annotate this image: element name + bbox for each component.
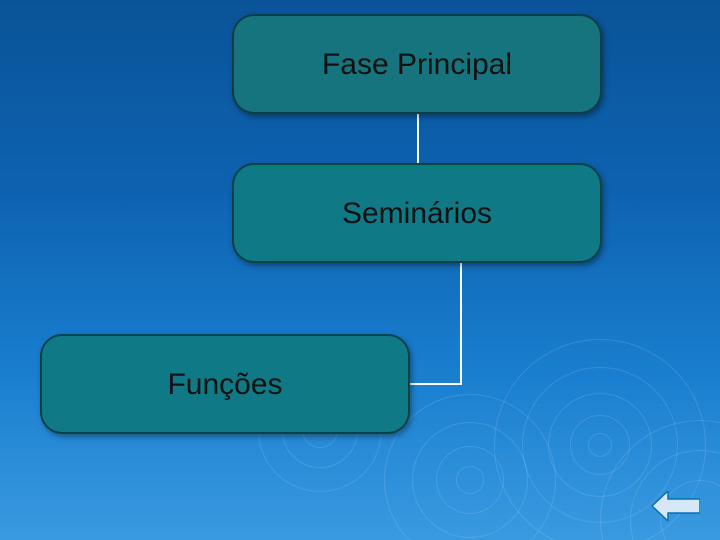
node-label: Funções xyxy=(167,368,282,401)
diagram-stage: Fase Principal Seminários Funções xyxy=(0,0,720,540)
arrow-left-icon xyxy=(652,491,700,521)
node-funcoes: Funções xyxy=(40,334,410,434)
node-label: Fase Principal xyxy=(322,48,512,81)
connector xyxy=(410,383,462,385)
connector xyxy=(417,114,419,163)
node-label: Seminários xyxy=(342,197,492,230)
back-arrow-button[interactable] xyxy=(652,491,700,521)
node-seminarios: Seminários xyxy=(232,163,602,263)
node-fase-principal: Fase Principal xyxy=(232,14,602,114)
connector xyxy=(460,263,462,385)
